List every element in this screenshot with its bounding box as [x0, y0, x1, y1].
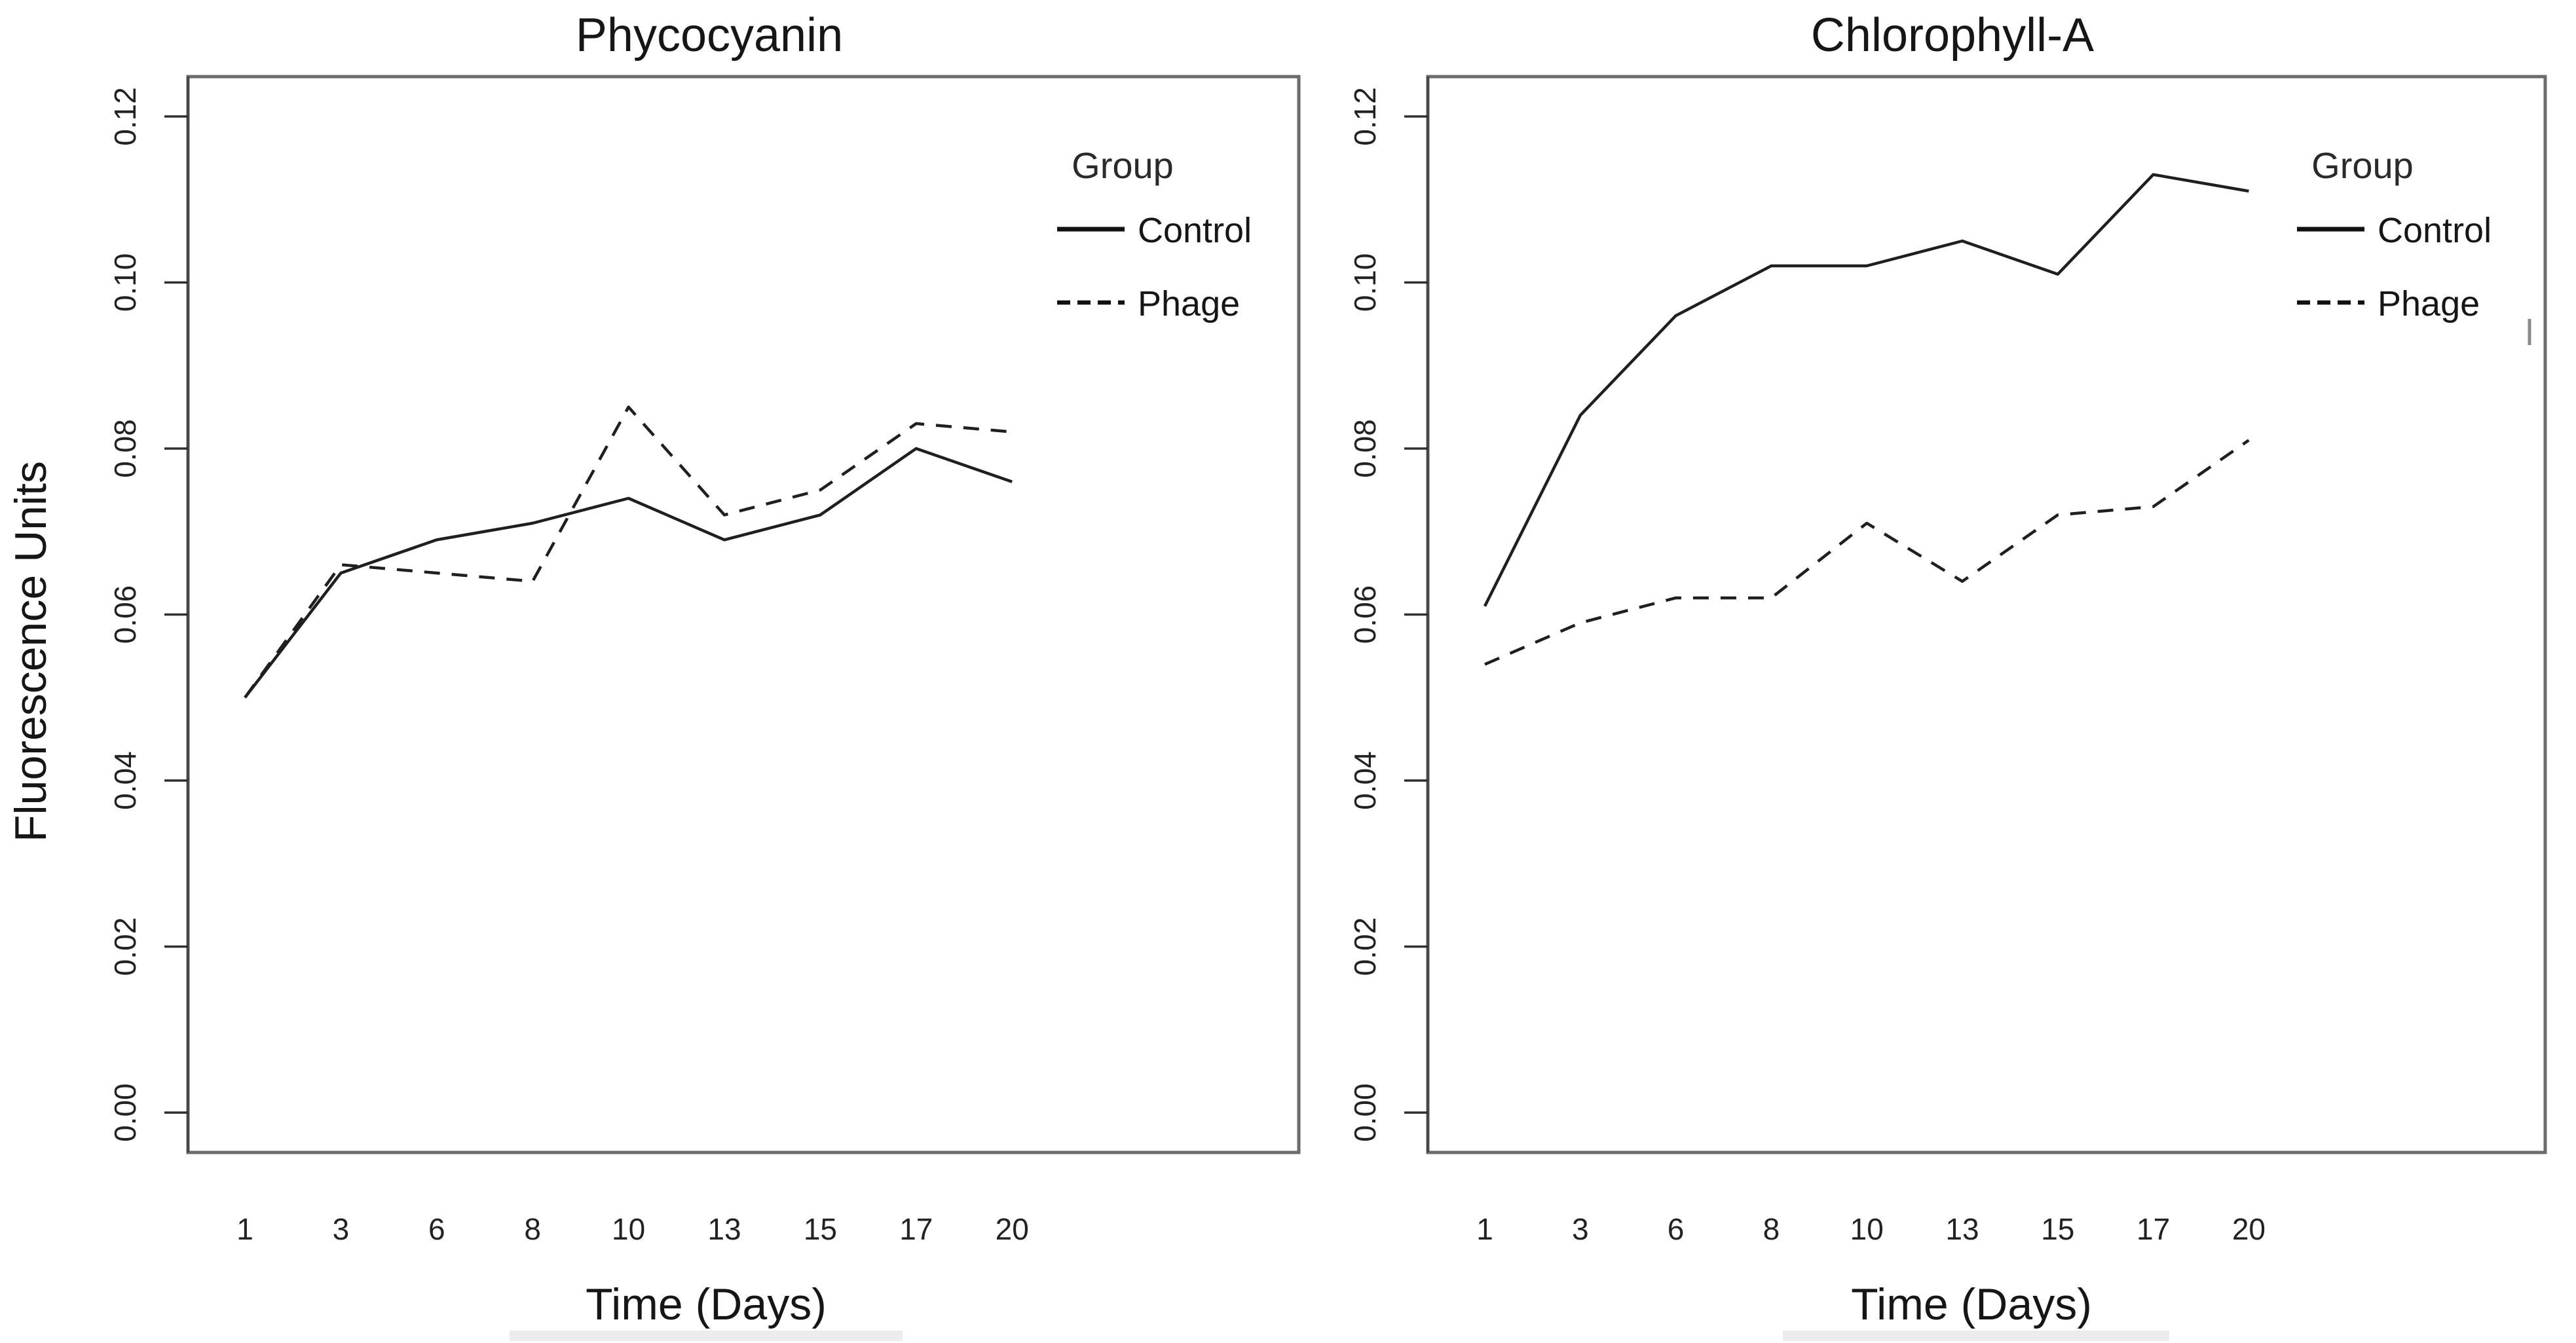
x-tick-label: 20 [2232, 1212, 2266, 1246]
series-line-control [244, 447, 1013, 699]
legend: Group Control Phage [2297, 145, 2492, 323]
series-line-phage [244, 405, 1013, 699]
x-tick-label: 6 [428, 1212, 445, 1246]
y-tick-label: 0.02 [108, 917, 142, 976]
y-tick-label: 0.08 [1348, 419, 1382, 478]
x-tick-label: 13 [707, 1212, 741, 1246]
legend-label-phage: Phage [2378, 284, 2480, 323]
legend-label-phage: Phage [1138, 284, 1240, 323]
x-tick-label: 15 [2041, 1212, 2074, 1246]
x-tick-label: 10 [612, 1212, 645, 1246]
x-tick-label: 8 [1763, 1212, 1780, 1246]
x-tick-label: 15 [804, 1212, 837, 1246]
x-tick-label: 17 [2137, 1212, 2170, 1246]
x-tick-label: 8 [524, 1212, 541, 1246]
y-tick-label: 0.10 [108, 253, 142, 312]
x-tick-label: 1 [236, 1212, 253, 1246]
plot-panel-border [186, 75, 1301, 1154]
y-tick-label: 0.08 [108, 419, 142, 478]
artifact-band-right [1783, 1331, 2169, 1341]
x-axis-title: Time (Days) [1851, 1279, 2092, 1329]
legend: Group Control Phage [1057, 145, 1252, 323]
legend-label-control: Control [1138, 211, 1252, 250]
series-line-phage [1484, 439, 2250, 666]
artifact-band-left [510, 1331, 903, 1341]
x-axis-title: Time (Days) [586, 1279, 827, 1329]
legend-label-control: Control [2378, 211, 2492, 250]
panel-title: Phycocyanin [576, 9, 843, 62]
x-tick-label: 10 [1850, 1212, 1884, 1246]
y-tick-label: 0.06 [1348, 585, 1382, 644]
x-tick-label: 6 [1668, 1212, 1685, 1246]
panel-title: Chlorophyll-A [1811, 9, 2094, 62]
panel-phycocyanin: Phycocyanin 0.00 0.02 0.04 0.06 0.08 0.10 0.12… [108, 9, 1301, 1329]
y-axis-title: Fluorescence Units [6, 461, 56, 842]
y-tick-label: 0.04 [1348, 751, 1382, 810]
series-line-control [1483, 173, 2249, 607]
panel-chlorophyll-a: Chlorophyll-A 0.00 0.02 0.04 0.06 0.08 0.10 0.… [1348, 9, 2547, 1329]
x-tick-label: 1 [1476, 1212, 1493, 1246]
x-tick-label: 3 [333, 1212, 350, 1246]
y-tick-label: 0.10 [1348, 253, 1382, 312]
x-tick-label: 20 [996, 1212, 1029, 1246]
y-tick-label: 0.12 [1348, 87, 1382, 146]
y-tick-label: 0.00 [108, 1083, 142, 1142]
x-tick-label: 3 [1572, 1212, 1589, 1246]
y-tick-label: 0.02 [1348, 917, 1382, 976]
legend-title: Group [2311, 145, 2414, 186]
y-tick-label: 0.06 [108, 585, 142, 644]
y-tick-label: 0.12 [108, 87, 142, 146]
x-tick-label: 17 [899, 1212, 933, 1246]
legend-title: Group [1072, 145, 1174, 186]
x-tick-label: 13 [1945, 1212, 1979, 1246]
y-tick-label: 0.04 [108, 751, 142, 810]
y-tick-label: 0.00 [1348, 1083, 1382, 1142]
